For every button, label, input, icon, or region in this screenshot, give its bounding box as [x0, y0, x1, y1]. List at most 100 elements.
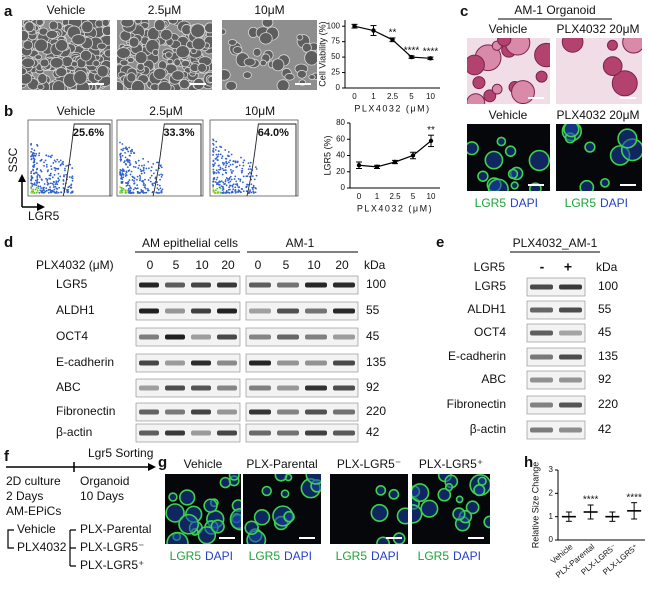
y-tick-label: 100	[327, 21, 341, 30]
event-dot	[254, 191, 257, 194]
event-dot	[251, 175, 254, 178]
cell-ring	[388, 488, 400, 500]
event-dot	[121, 168, 124, 171]
event-dot	[144, 191, 146, 194]
event-dot	[248, 171, 251, 174]
event-dot	[160, 189, 163, 192]
event-dot	[119, 171, 122, 174]
event-dot	[69, 163, 72, 166]
cell	[152, 48, 159, 57]
event-dot	[30, 157, 33, 160]
event-dot	[151, 190, 154, 193]
event-dot	[56, 167, 58, 170]
event-dot	[119, 168, 122, 171]
event-dot	[30, 170, 33, 173]
blot-strip	[245, 353, 359, 373]
event-dot	[228, 161, 230, 164]
event-dot	[45, 177, 47, 180]
event-dot	[124, 175, 127, 177]
event-dot	[146, 189, 149, 192]
event-dot	[138, 174, 141, 177]
cell	[71, 34, 86, 46]
event-dot	[129, 150, 132, 152]
event-dot	[44, 190, 47, 193]
blot-strip	[135, 275, 241, 295]
cell	[39, 58, 50, 68]
event-dot	[127, 180, 130, 183]
group-label: AM epithelial cells	[142, 236, 238, 250]
event-dot	[30, 150, 33, 153]
event-dot	[241, 188, 244, 190]
event-dot	[215, 153, 218, 156]
event-dot	[43, 165, 45, 167]
event-dot	[33, 149, 36, 152]
cell	[22, 40, 34, 50]
event-dot	[31, 153, 34, 156]
band	[333, 409, 355, 415]
event-dot	[224, 169, 227, 172]
bracket	[69, 529, 76, 567]
event-dot	[255, 174, 258, 177]
blot-strip	[245, 275, 359, 295]
event-dot	[136, 190, 139, 193]
band	[249, 282, 271, 288]
event-dot	[31, 183, 34, 185]
event-dot	[214, 162, 216, 165]
event-dot	[126, 158, 129, 161]
event-dot	[230, 168, 232, 171]
band	[139, 334, 159, 340]
event-dot	[144, 178, 146, 181]
event-dot	[230, 191, 233, 193]
event-dot	[232, 170, 234, 172]
event-dot	[37, 187, 40, 190]
event-dot	[36, 175, 39, 178]
event-dot	[49, 177, 52, 180]
event-dot	[68, 185, 71, 188]
event-dot	[139, 179, 141, 182]
stain-label: DAPI	[453, 549, 481, 563]
event-dot	[152, 163, 155, 165]
event-dot	[147, 160, 150, 163]
x-axis-label: PLX4032 (μM)	[354, 103, 430, 113]
blot-strip	[245, 378, 359, 398]
event-dot	[237, 178, 240, 180]
cell	[168, 20, 179, 25]
kda-label: 42	[598, 422, 612, 436]
stain-label: LGR5	[170, 549, 202, 563]
micrograph	[467, 124, 550, 191]
event-dot	[242, 164, 245, 167]
cell	[37, 73, 48, 85]
cell	[126, 72, 137, 83]
event-dot	[50, 168, 53, 171]
event-dot	[133, 152, 136, 155]
condition-label: PLX-Parental	[246, 457, 317, 471]
event-dot	[139, 176, 142, 178]
event-dot	[51, 176, 54, 179]
band	[305, 409, 327, 415]
event-dot	[228, 186, 231, 189]
cell	[117, 81, 125, 90]
event-dot	[130, 187, 132, 190]
event-dot	[35, 152, 38, 155]
event-dot	[230, 153, 233, 156]
event-dot	[141, 164, 143, 167]
event-dot	[219, 168, 222, 171]
event-dot	[33, 182, 36, 184]
cell-ring	[283, 510, 295, 523]
cell-ring	[477, 476, 487, 486]
micrograph	[243, 474, 321, 544]
event-dot	[245, 190, 248, 193]
event-dot	[143, 172, 146, 174]
blot-strip	[526, 347, 586, 367]
event-dot	[39, 159, 42, 162]
cell-ring	[455, 495, 464, 504]
band	[217, 409, 237, 415]
band	[165, 334, 185, 340]
event-dot	[222, 188, 225, 190]
blot-strip	[526, 277, 586, 297]
event-dot	[30, 178, 33, 181]
cell-ring	[376, 536, 390, 544]
event-dot	[149, 180, 152, 183]
cell	[222, 28, 227, 35]
cell-ring	[396, 507, 408, 525]
